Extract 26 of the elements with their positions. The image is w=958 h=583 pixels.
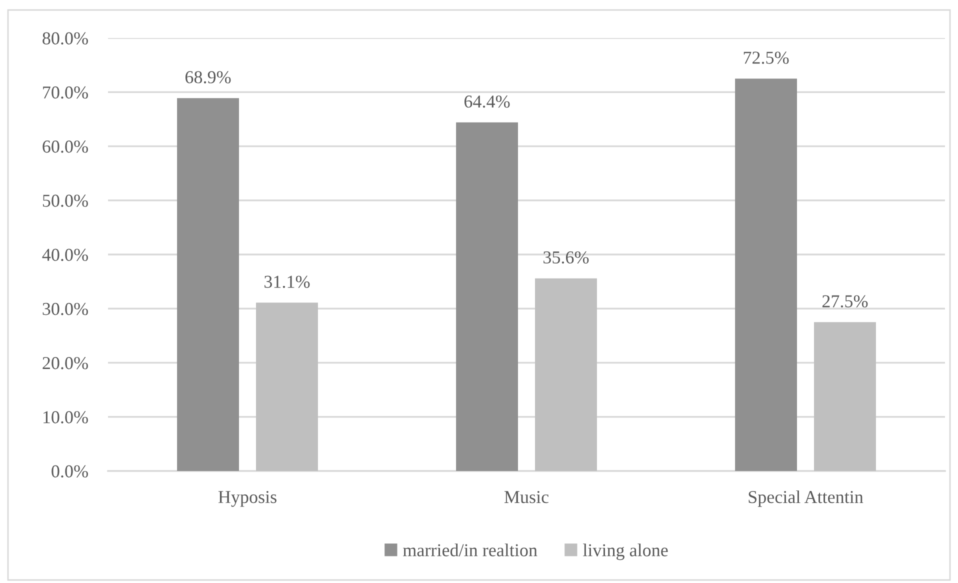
legend-label: married/in realtion — [403, 544, 538, 556]
data-label: 72.5% — [744, 52, 789, 64]
y-tick-label: 20.0% — [42, 357, 88, 370]
y-tick-label: 50.0% — [42, 194, 88, 207]
y-tick-label: 0.0% — [52, 465, 88, 478]
data-label: 31.1% — [264, 276, 310, 288]
bar — [535, 278, 597, 471]
data-label: 35.6% — [544, 251, 589, 264]
bar — [177, 98, 239, 471]
data-label: 64.4% — [464, 95, 510, 108]
bar — [456, 122, 518, 471]
bar — [735, 78, 797, 471]
y-tick-label: 70.0% — [43, 86, 88, 99]
x-tick-label: Music — [504, 491, 549, 504]
bar — [814, 322, 876, 471]
y-tick-label: 60.0% — [42, 140, 88, 153]
data-label: 68.9% — [185, 71, 231, 84]
data-label: 27.5% — [822, 295, 868, 308]
bar — [256, 302, 318, 471]
y-tick-label: 80.0% — [42, 32, 88, 45]
y-tick-label: 30.0% — [42, 302, 88, 316]
legend-label: living alone — [583, 544, 668, 560]
x-tick-label: Special Attentin — [748, 490, 864, 507]
y-tick-label: 10.0% — [44, 411, 88, 424]
y-tick-label: 40.0% — [42, 248, 88, 262]
x-tick-label: Hyposis — [218, 490, 276, 507]
